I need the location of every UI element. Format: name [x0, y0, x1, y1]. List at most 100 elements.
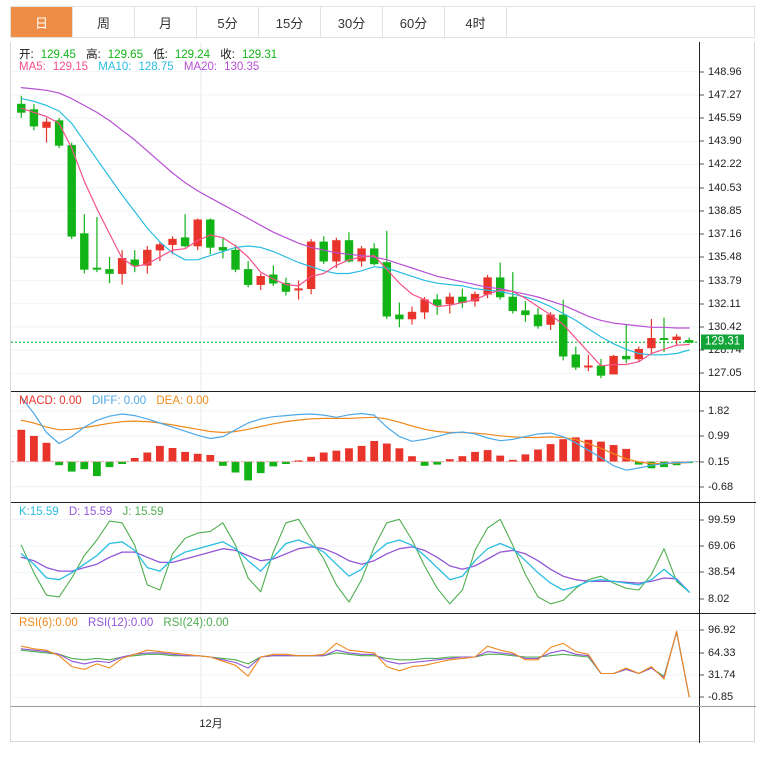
ma10-value: 128.75: [138, 61, 174, 73]
axis-label: 1.82: [708, 405, 730, 418]
axis-label: -0.85: [708, 691, 734, 704]
rsi-panel: 96.92 64.33 31.74 -0.85 RSI(6):0.00 RSI(12)…: [11, 614, 756, 706]
price-panel: 148.96 147.27 145.59 143.90 142.22 140.53 138.…: [11, 42, 756, 391]
axis-tick: [700, 372, 704, 374]
axis-label: 142.22: [708, 158, 742, 171]
x-axis-divider: [699, 707, 700, 743]
axis-tick: [700, 256, 704, 258]
axis-label: 135.48: [708, 251, 742, 264]
axis-label: 96.92: [708, 624, 736, 637]
price-plot[interactable]: [11, 42, 699, 391]
macd-panel: 1.82 0.99 0.15 -0.68 MACD: 0.00 DIFF: 0.00 …: [11, 392, 756, 502]
sep-kdj-rsi: [11, 613, 756, 614]
ma-legend: MA5: 129.15 MA10: 128.75 MA20: 130.35: [19, 61, 266, 73]
tab-week[interactable]: 周: [73, 7, 135, 37]
open-label: 开:: [19, 49, 34, 61]
axis-label: 138.85: [708, 204, 742, 217]
axis-tick: [700, 280, 704, 282]
axis-tick: [700, 674, 704, 676]
axis-label: 69.06: [708, 540, 736, 553]
axis-tick: [700, 519, 704, 521]
axis-label: 0.15: [708, 455, 730, 468]
rsi-legend: RSI(6):0.00 RSI(12):0.00 RSI(24):0.00: [19, 617, 236, 629]
axis-tick: [700, 486, 704, 488]
ma5-value: 129.15: [52, 61, 89, 73]
ma20-label: MA20:: [183, 61, 218, 73]
tab-day[interactable]: 日: [11, 7, 73, 37]
axis-tick: [700, 545, 704, 547]
axis-tick: [700, 571, 704, 573]
high-value: 129.65: [107, 49, 143, 61]
close-value: 129.31: [241, 49, 278, 61]
open-value: 129.45: [40, 49, 76, 61]
axis-tick: [700, 629, 704, 631]
axis-label: 137.16: [708, 228, 742, 241]
axis-tick: [700, 303, 704, 305]
tab-5min[interactable]: 5分: [197, 7, 259, 37]
high-label: 高:: [86, 49, 101, 61]
macd-legend-macd: MACD: 0.00: [19, 395, 82, 407]
tab-60min[interactable]: 60分: [383, 7, 445, 37]
tabbar-filler: [507, 7, 754, 37]
low-value: 129.24: [174, 49, 211, 61]
ma5-label: MA5:: [19, 61, 46, 73]
axis-tick: [700, 233, 704, 235]
axis-tick: [700, 94, 704, 96]
rsi-plot[interactable]: [11, 614, 699, 706]
tab-4hour[interactable]: 4时: [445, 7, 507, 37]
low-label: 低:: [153, 49, 168, 61]
sep-macd-kdj: [11, 502, 756, 503]
axis-label: 143.90: [708, 135, 742, 148]
current-price-tag: 129.31: [701, 334, 745, 350]
tab-15min[interactable]: 15分: [259, 7, 321, 37]
axis-tick: [700, 696, 704, 698]
timeframe-tabbar: 日 周 月 5分 15分 30分 60分 4时: [10, 6, 755, 38]
kdj-plot[interactable]: [11, 503, 699, 613]
price-axis: 148.96 147.27 145.59 143.90 142.22 140.53 138.…: [699, 42, 756, 391]
rsi-legend-6: RSI(6):0.00: [19, 617, 78, 629]
macd-legend-diff: DIFF: 0.00: [91, 395, 147, 407]
axis-tick: [700, 163, 704, 165]
axis-tick: [700, 117, 704, 119]
x-axis-label-december: 12月: [199, 718, 223, 730]
axis-tick: [700, 410, 704, 412]
axis-label: 31.74: [708, 669, 736, 682]
x-axis: 12月: [11, 706, 756, 743]
kdj-panel: 99.59 69.06 38.54 8.02 K:15.59 D: 15.59 J: …: [11, 503, 756, 613]
axis-label: -0.68: [708, 480, 734, 493]
sep-price-macd: [11, 391, 756, 392]
axis-tick: [700, 461, 704, 463]
axis-label: 64.33: [708, 646, 736, 659]
axis-tick: [700, 140, 704, 142]
rsi-svg: [11, 614, 699, 706]
macd-legend: MACD: 0.00 DIFF: 0.00 DEA: 0.00: [19, 395, 216, 407]
kdj-legend: K:15.59 D: 15.59 J: 15.59: [19, 506, 170, 518]
axis-tick: [700, 210, 704, 212]
axis-tick: [700, 349, 704, 351]
kdj-axis: 99.59 69.06 38.54 8.02: [699, 503, 756, 613]
axis-label: 148.96: [708, 65, 742, 78]
macd-legend-dea: DEA: 0.00: [156, 395, 209, 407]
tab-month[interactable]: 月: [135, 7, 197, 37]
ma20-value: 130.35: [224, 61, 260, 73]
kdj-legend-j: J: 15.59: [122, 506, 164, 518]
kdj-legend-d: D: 15.59: [68, 506, 113, 518]
macd-plot[interactable]: [11, 392, 699, 502]
axis-tick: [700, 652, 704, 654]
ohlc-legend: 开: 129.45 高: 129.65 低: 129.24 收: 129.31: [19, 46, 284, 62]
axis-label: 130.42: [708, 320, 742, 333]
axis-tick: [700, 435, 704, 437]
axis-label: 145.59: [708, 112, 742, 124]
axis-tick: [700, 326, 704, 328]
kdj-legend-k: K:15.59: [19, 506, 59, 518]
axis-label: 99.59: [708, 513, 736, 526]
tab-30min[interactable]: 30分: [321, 7, 383, 37]
macd-axis: 1.82 0.99 0.15 -0.68: [699, 392, 756, 502]
rsi-legend-12: RSI(12):0.00: [88, 617, 154, 629]
axis-label: 0.99: [708, 430, 730, 443]
kdj-svg: [11, 503, 699, 613]
axis-label: 38.54: [708, 566, 736, 579]
axis-label: 140.53: [708, 181, 742, 194]
axis-tick: [700, 598, 704, 600]
